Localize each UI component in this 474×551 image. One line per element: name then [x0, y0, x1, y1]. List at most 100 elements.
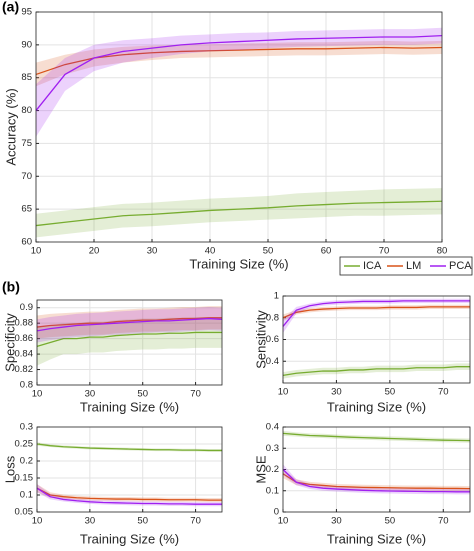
y-tick-label: 70: [21, 171, 32, 182]
legend-label: LM: [406, 260, 421, 272]
x-tick-label: 10: [32, 389, 43, 400]
y-tick-label: 85: [21, 72, 32, 83]
y-tick-label: 0.86: [15, 333, 34, 344]
x-tick-label: 70: [438, 516, 449, 527]
error-band: [36, 40, 442, 87]
x-tick-label: 70: [190, 516, 201, 527]
legend-box: [339, 256, 473, 276]
x-tick-label: 30: [85, 389, 96, 400]
y-tick-label: 0.25: [15, 439, 34, 450]
y-tick-label: 0.84: [15, 349, 34, 360]
y-tick-label: 0.82: [15, 364, 34, 375]
series-line: [36, 487, 222, 501]
panel-label: (a): [2, 0, 19, 15]
x-tick-label: 60: [321, 246, 332, 257]
series-line: [36, 317, 222, 328]
x-axis-label: Training Size (%): [189, 256, 288, 271]
axes-box: [36, 299, 223, 386]
y-tick-label: 60: [21, 237, 32, 248]
series-line: [282, 300, 470, 327]
x-axis-label: Training Size (%): [327, 531, 426, 546]
series-line: [36, 487, 222, 505]
axes-box: [282, 426, 471, 513]
series-line: [35, 46, 443, 76]
series-line: [282, 306, 470, 319]
x-tick-label: 30: [331, 387, 342, 398]
y-tick-label: 80: [21, 105, 32, 116]
x-tick-label: 80: [437, 246, 448, 257]
x-tick-label: 10: [31, 246, 42, 257]
legend-label: PCA: [449, 260, 472, 272]
error-band: [37, 317, 222, 366]
y-tick-label: 0: [274, 507, 279, 518]
series-line: [35, 200, 443, 227]
y-axis-label: Loss: [2, 455, 17, 483]
series-line: [282, 432, 471, 442]
y-tick-label: 0.1: [20, 490, 33, 501]
y-tick-label: 0.8: [20, 380, 33, 391]
x-tick-label: 20: [89, 246, 100, 257]
panel-label: (b): [2, 279, 20, 295]
error-band: [36, 27, 442, 137]
y-tick-label: 0.8: [266, 312, 279, 323]
y-tick-label: 0.88: [15, 318, 34, 329]
y-tick-label: 0.4: [266, 422, 279, 433]
y-tick-label: 1: [274, 291, 279, 302]
series-line: [36, 443, 222, 452]
x-axis-label: Training Size (%): [327, 399, 426, 414]
y-tick-label: 0.6: [266, 334, 279, 345]
y-axis-label: Specificity: [2, 313, 17, 372]
error-band: [283, 298, 470, 333]
legend: ICA LM PCA: [339, 256, 473, 276]
x-tick-label: 10: [278, 387, 289, 398]
x-tick-label: 70: [190, 389, 201, 400]
series-line: [35, 35, 443, 111]
y-tick-label: 0.3: [266, 443, 279, 454]
axes-box: [36, 426, 223, 513]
x-tick-label: 10: [32, 516, 43, 527]
error-band: [283, 363, 470, 379]
x-axis-label: Training Size (%): [80, 399, 179, 414]
axes-box: [35, 11, 443, 243]
axes-box: [282, 295, 471, 384]
error-band: [37, 306, 222, 343]
error-band: [36, 188, 442, 238]
y-axis-label: Accuracy (%): [3, 88, 18, 165]
y-tick-label: 95: [21, 7, 32, 18]
y-axis-label: Sensitivity: [253, 310, 268, 369]
x-tick-label: 30: [331, 516, 342, 527]
y-tick-label: 0.4: [266, 356, 279, 367]
x-tick-label: 30: [147, 246, 158, 257]
series-line: [36, 317, 223, 332]
y-tick-label: 0.9: [20, 302, 33, 313]
x-tick-label: 50: [385, 516, 396, 527]
x-tick-label: 30: [85, 516, 96, 527]
x-tick-label: 70: [438, 387, 449, 398]
x-tick-label: 40: [205, 246, 216, 257]
x-tick-label: 70: [379, 246, 390, 257]
x-tick-label: 50: [137, 389, 148, 400]
y-tick-label: 0.2: [266, 464, 279, 475]
x-tick-label: 50: [137, 516, 148, 527]
y-tick-label: 90: [21, 39, 32, 50]
y-axis-label: MSE: [253, 455, 268, 484]
series-line: [282, 366, 470, 377]
series-line: [36, 331, 222, 347]
y-tick-label: 75: [21, 138, 32, 149]
y-tick-label: 0.05: [15, 507, 34, 518]
x-tick-label: 50: [385, 387, 396, 398]
legend-label: ICA: [363, 260, 382, 272]
error-band: [283, 430, 470, 443]
series-line: [282, 469, 470, 493]
x-axis-label: Training Size (%): [80, 531, 179, 546]
x-tick-label: 50: [263, 246, 274, 257]
series-line: [282, 473, 471, 490]
y-tick-label: 0.15: [15, 473, 34, 484]
y-tick-label: 65: [21, 204, 32, 215]
y-tick-label: 0.2: [20, 456, 33, 467]
x-tick-label: 10: [278, 516, 289, 527]
y-tick-label: 0.1: [266, 485, 279, 496]
y-tick-label: 0.3: [20, 422, 33, 433]
error-band: [283, 464, 470, 495]
